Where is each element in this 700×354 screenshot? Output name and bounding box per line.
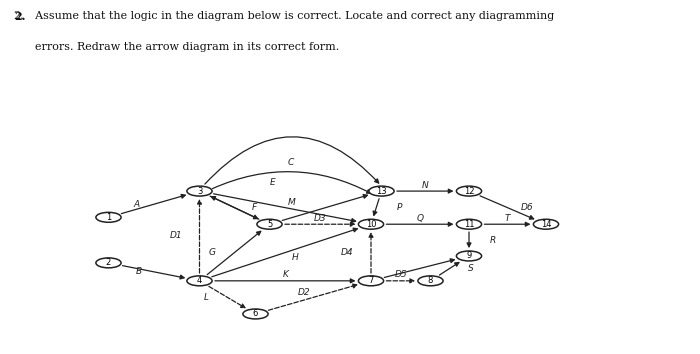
Circle shape <box>96 212 121 222</box>
Text: 11: 11 <box>463 220 475 229</box>
Text: E: E <box>270 178 276 187</box>
Text: M: M <box>288 198 296 207</box>
Text: D1: D1 <box>169 232 182 240</box>
Text: B: B <box>136 267 142 276</box>
Circle shape <box>243 309 268 319</box>
Text: errors. Redraw the arrow diagram in its correct form.: errors. Redraw the arrow diagram in its … <box>14 42 340 52</box>
Text: S: S <box>468 264 474 273</box>
Circle shape <box>358 219 384 229</box>
Text: D2: D2 <box>298 288 311 297</box>
Text: 3: 3 <box>197 187 202 196</box>
Text: N: N <box>422 181 428 189</box>
Text: D4: D4 <box>341 248 354 257</box>
Circle shape <box>96 258 121 268</box>
Circle shape <box>533 219 559 229</box>
Circle shape <box>456 186 482 196</box>
Text: 12: 12 <box>463 187 475 196</box>
Text: 1: 1 <box>106 213 111 222</box>
Text: 7: 7 <box>368 276 374 285</box>
Circle shape <box>456 251 482 261</box>
Circle shape <box>257 219 282 229</box>
Circle shape <box>187 186 212 196</box>
Text: D6: D6 <box>521 203 533 212</box>
Text: 8: 8 <box>428 276 433 285</box>
Text: 2: 2 <box>106 258 111 267</box>
Text: 6: 6 <box>253 309 258 319</box>
Text: Q: Q <box>416 214 424 223</box>
Circle shape <box>187 276 212 286</box>
Circle shape <box>418 276 443 286</box>
Text: G: G <box>209 248 216 257</box>
Text: K: K <box>282 270 288 279</box>
Text: 4: 4 <box>197 276 202 285</box>
Circle shape <box>456 219 482 229</box>
Circle shape <box>358 276 384 286</box>
Text: D3: D3 <box>314 214 327 223</box>
Text: D5: D5 <box>394 270 407 279</box>
Circle shape <box>369 186 394 196</box>
Text: F: F <box>252 203 258 212</box>
Text: T: T <box>505 214 510 223</box>
Text: 13: 13 <box>376 187 387 196</box>
Text: 2.   Assume that the logic in the diagram below is correct. Locate and correct a: 2. Assume that the logic in the diagram … <box>14 11 554 21</box>
Text: A: A <box>134 200 139 209</box>
Text: 9: 9 <box>466 251 472 261</box>
Text: 5: 5 <box>267 220 272 229</box>
Text: H: H <box>292 253 298 262</box>
Text: 2.: 2. <box>14 11 25 22</box>
Text: L: L <box>204 293 209 302</box>
Text: 10: 10 <box>365 220 377 229</box>
Text: 14: 14 <box>540 220 552 229</box>
Text: P: P <box>397 203 402 212</box>
Text: R: R <box>490 236 496 245</box>
Text: C: C <box>288 158 293 167</box>
